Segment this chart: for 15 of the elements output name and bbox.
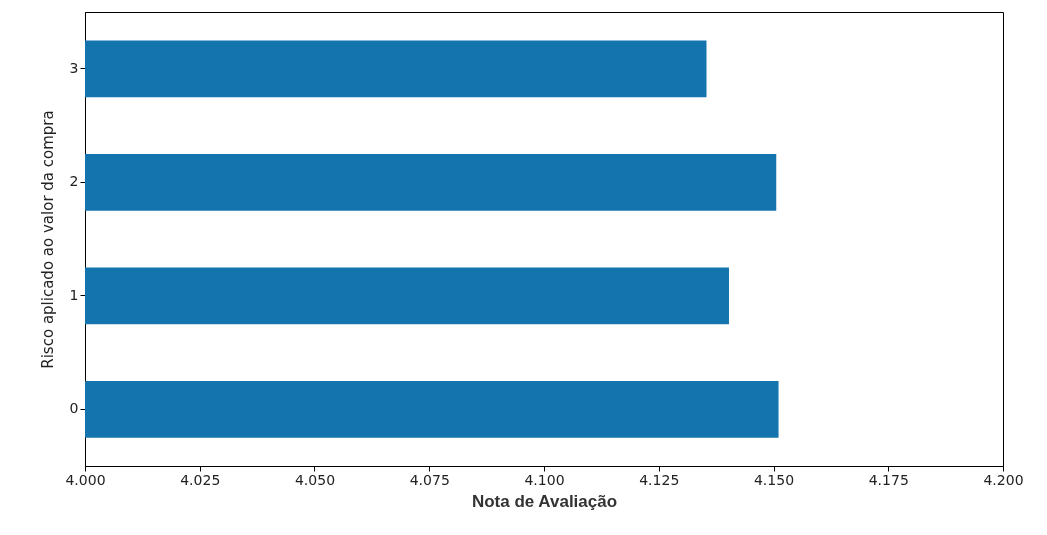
x-tick-label: 4.150 xyxy=(753,471,795,488)
x-axis-title: Nota de Avaliação xyxy=(471,491,618,511)
x-tick-label: 4.075 xyxy=(409,471,450,488)
x-tick-label: 4.200 xyxy=(983,471,1024,488)
x-tick-label: 4.050 xyxy=(294,471,336,488)
x-tick-label: 4.025 xyxy=(180,471,221,488)
y-tick-label: 1 xyxy=(69,286,79,303)
x-tick-label: 4.100 xyxy=(524,471,565,488)
y-tick-label: 2 xyxy=(69,173,79,190)
y-axis-title: Risco aplicado ao valor da compra xyxy=(38,110,57,369)
x-tick-label: 4.000 xyxy=(65,471,106,488)
y-tick-label: 0 xyxy=(69,400,79,417)
x-tick-label: 4.175 xyxy=(868,471,909,488)
y-tick-label: 3 xyxy=(69,59,79,76)
x-tick-label: 4.125 xyxy=(639,471,680,488)
